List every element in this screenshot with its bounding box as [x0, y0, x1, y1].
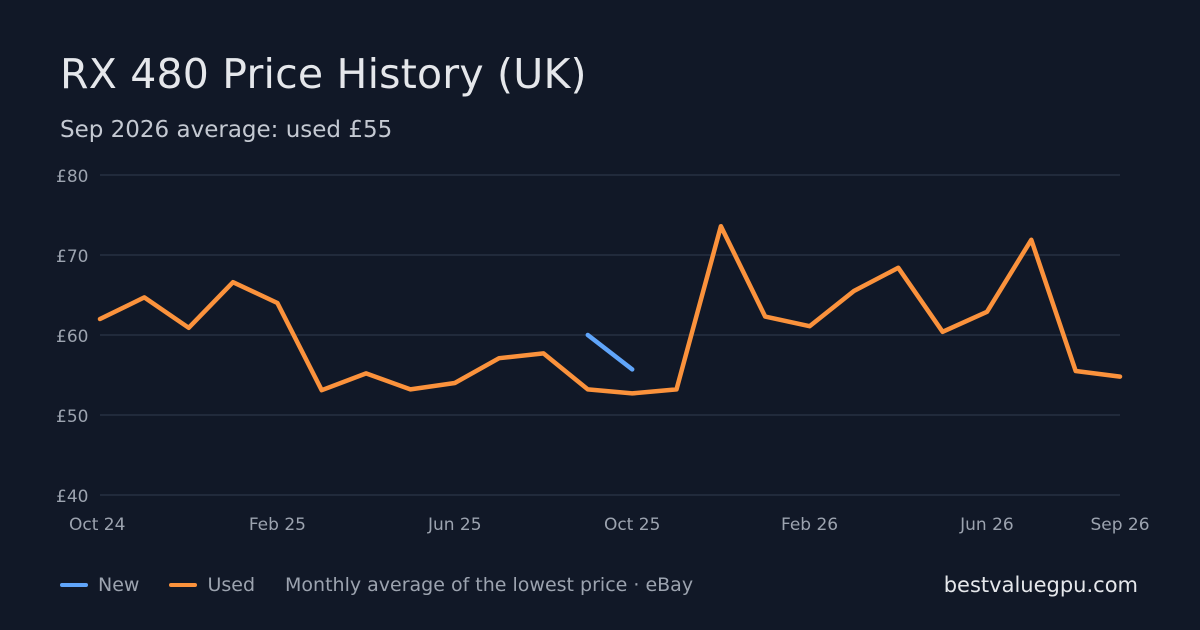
- y-tick-label: £60: [56, 327, 88, 347]
- legend-swatch-new: [60, 583, 88, 587]
- x-tick-label: Jun 25: [427, 515, 482, 535]
- x-tick-label: Oct 25: [604, 515, 660, 535]
- series-line-new: [585, 332, 635, 372]
- x-tick-label: Oct 24: [69, 515, 125, 535]
- series-line-used: [97, 223, 1123, 396]
- series-lines: [97, 223, 1123, 396]
- y-tick-label: £40: [56, 487, 88, 507]
- legend-label-used: Used: [207, 574, 256, 596]
- legend: New Used Monthly average of the lowest p…: [60, 574, 693, 596]
- y-axis-ticks: £40 £50 £60 £70 £80: [56, 167, 88, 507]
- x-axis-ticks: Oct 24 Feb 25 Jun 25 Oct 25 Feb 26 Jun 26 Sep …: [69, 515, 1150, 535]
- legend-swatch-used: [169, 583, 198, 587]
- legend-item-new[interactable]: New: [60, 574, 139, 596]
- legend-note: Monthly average of the lowest price · eB…: [285, 574, 694, 596]
- legend-item-used[interactable]: Used: [169, 574, 255, 596]
- y-tick-label: £50: [56, 407, 88, 427]
- chart-title: RX 480 Price History (UK): [60, 50, 587, 98]
- x-tick-label: Feb 25: [249, 515, 306, 535]
- y-tick-label: £80: [56, 167, 88, 187]
- x-tick-label: Jun 26: [959, 515, 1014, 535]
- y-tick-label: £70: [56, 247, 88, 267]
- x-tick-label: Sep 26: [1090, 515, 1149, 535]
- x-tick-label: Feb 26: [781, 515, 838, 535]
- site-link[interactable]: bestvaluegpu.com: [943, 573, 1138, 597]
- legend-label-new: New: [98, 574, 140, 596]
- gridlines: [100, 174, 1120, 496]
- chart-subtitle: Sep 2026 average: used £55: [60, 117, 393, 143]
